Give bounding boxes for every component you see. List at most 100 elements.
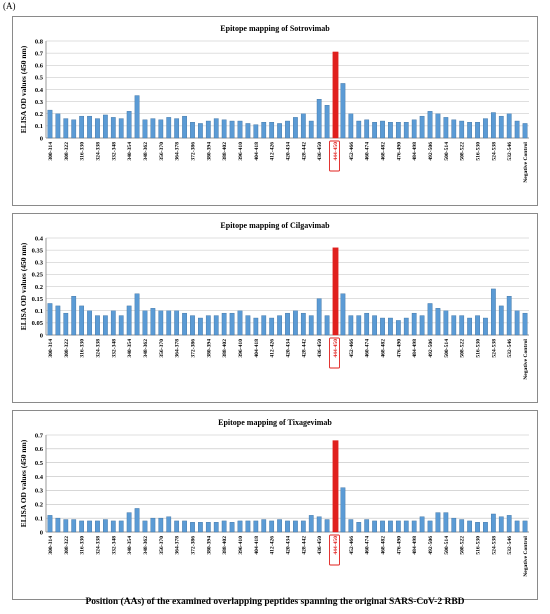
x-tick-label: 524-538 xyxy=(491,536,497,555)
y-tick-label: 0 xyxy=(40,135,43,142)
bar xyxy=(261,315,267,336)
bar xyxy=(118,315,124,336)
x-tick-label: 452-466 xyxy=(349,339,355,358)
x-tick-group: 324-338 xyxy=(95,339,101,358)
x-tick-label: 348-362 xyxy=(143,536,149,555)
x-tick-label: 516-530 xyxy=(476,536,482,555)
x-tick-label: 380-394 xyxy=(206,339,212,358)
y-tick-label: 0.1 xyxy=(35,308,43,315)
x-tick-group: 300-314 xyxy=(48,536,54,555)
bar xyxy=(103,114,108,139)
bar xyxy=(79,115,85,139)
x-tick-group: 524-538 xyxy=(491,142,497,161)
x-tick-label: 340-354 xyxy=(127,536,133,555)
x-tick-label: 300-314 xyxy=(48,339,54,358)
bar xyxy=(55,305,61,336)
bar xyxy=(269,520,275,533)
bar xyxy=(364,519,370,533)
bar xyxy=(435,308,441,336)
x-tick-group: 396-410 xyxy=(238,142,244,161)
bar xyxy=(483,118,488,139)
x-tick-label: 300-314 xyxy=(48,142,54,161)
x-tick-label: 316-330 xyxy=(80,142,86,161)
x-tick-label: 436-450 xyxy=(317,339,323,358)
y-tick-label: 0.1 xyxy=(35,123,43,130)
x-tick-label: 380-394 xyxy=(206,536,212,555)
bar xyxy=(356,315,362,336)
chart-title: Epitope mapping of Tixagevimab xyxy=(218,418,332,427)
x-tick-label: 532-546 xyxy=(507,536,513,555)
bar xyxy=(47,515,53,533)
x-tick-group: 428-442 xyxy=(301,536,307,555)
x-tick-group: 428-442 xyxy=(301,142,307,161)
x-axis-title: Position (AAs) of the examined overlappi… xyxy=(85,597,465,607)
bar xyxy=(174,520,180,533)
x-tick-label: 428-442 xyxy=(301,536,307,555)
bar xyxy=(134,508,140,533)
x-tick-group: 356-370 xyxy=(159,536,165,555)
x-tick-label: 308-322 xyxy=(64,142,70,161)
x-tick-label: 388-402 xyxy=(222,536,228,555)
x-tick-label: 452-466 xyxy=(349,142,355,161)
bar xyxy=(118,520,124,533)
bar xyxy=(340,487,346,533)
bar xyxy=(126,305,132,336)
x-tick-group: 324-338 xyxy=(95,142,101,161)
bar xyxy=(380,520,385,533)
x-tick-label: 500-514 xyxy=(444,142,450,161)
bar xyxy=(142,119,148,139)
bar xyxy=(198,123,203,139)
bar xyxy=(198,522,203,533)
x-tick-label: 396-410 xyxy=(238,536,244,555)
bar xyxy=(498,305,504,336)
x-tick-group: 300-314 xyxy=(48,142,54,161)
x-tick-label: 524-538 xyxy=(491,339,497,358)
x-tick-label: 476-490 xyxy=(396,536,402,555)
x-tick-label: 340-354 xyxy=(127,142,133,161)
bar xyxy=(419,516,425,533)
x-tick-group: 420-434 xyxy=(286,339,292,358)
x-tick-group: 348-362 xyxy=(143,142,149,161)
x-tick-group: 460-474 xyxy=(365,142,371,161)
y-tick-label: 0.6 xyxy=(35,446,44,453)
x-tick-group: 500-514 xyxy=(444,536,450,555)
highlight-tick-label: 444-450 xyxy=(333,339,339,358)
bar xyxy=(71,519,77,533)
bar xyxy=(103,519,108,533)
bar xyxy=(269,317,275,336)
x-tick-group: 468-482 xyxy=(381,142,387,161)
x-tick-label: 372-386 xyxy=(190,536,196,555)
bar xyxy=(443,310,449,336)
x-tick-label: 364-378 xyxy=(175,142,181,161)
bar xyxy=(126,512,132,533)
highlight-bar xyxy=(332,247,339,336)
bar xyxy=(71,119,77,139)
bar xyxy=(63,519,69,533)
x-tick-label: 500-514 xyxy=(444,339,450,358)
x-tick-group: 372-386 xyxy=(190,142,196,161)
x-tick-label: 380-394 xyxy=(206,142,212,161)
x-tick-group: Negative Control xyxy=(523,536,529,577)
bar xyxy=(324,519,330,533)
x-tick-label: 468-482 xyxy=(381,536,387,555)
x-tick-group: 508-522 xyxy=(460,142,466,161)
bar xyxy=(79,520,85,533)
bar xyxy=(451,119,457,139)
highlight-tick-box xyxy=(329,140,340,172)
x-tick-group: 484-498 xyxy=(412,536,418,555)
bar xyxy=(419,315,425,336)
x-tick-group: 508-522 xyxy=(460,536,466,555)
bar xyxy=(277,519,282,533)
bar xyxy=(110,520,116,533)
x-tick-group: 340-354 xyxy=(127,142,133,161)
bar xyxy=(419,115,425,139)
bar xyxy=(269,122,275,139)
bar xyxy=(134,95,140,139)
bar xyxy=(158,119,164,139)
y-tick-label: 0 xyxy=(40,529,43,536)
x-tick-group: 332-348 xyxy=(111,339,117,358)
y-tick-label: 0.2 xyxy=(35,502,43,509)
bar xyxy=(411,119,417,139)
x-tick-label: 372-386 xyxy=(190,339,196,358)
x-tick-group: 492-506 xyxy=(428,142,434,161)
